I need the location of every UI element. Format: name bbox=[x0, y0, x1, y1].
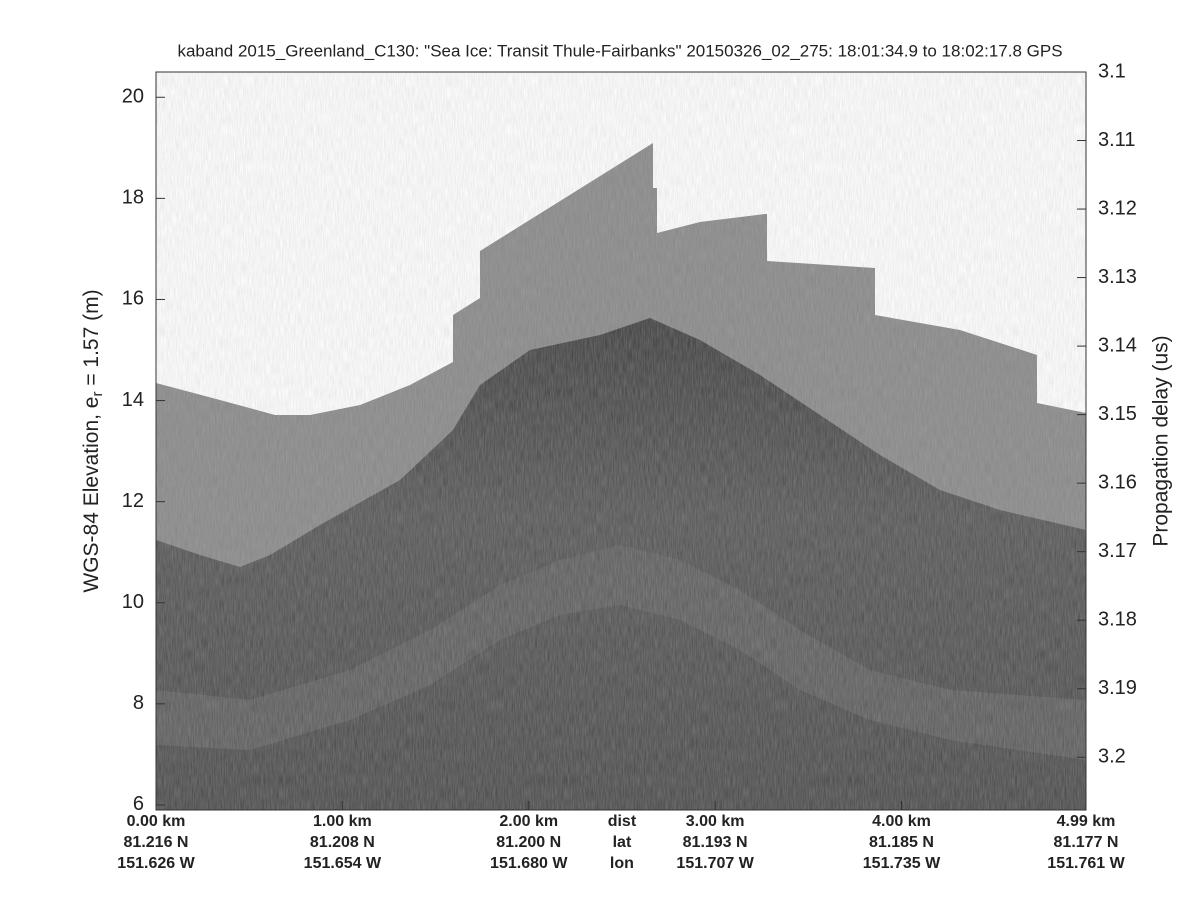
y-tick-label: 12 bbox=[122, 490, 144, 512]
lon-label: 151.626 W bbox=[117, 855, 195, 872]
y2-tick-label: 3.12 bbox=[1098, 197, 1137, 219]
y-tick-label: 14 bbox=[122, 389, 144, 411]
x-tick-label: 3.00 km bbox=[686, 813, 745, 830]
lon-label: 151.761 W bbox=[1047, 855, 1125, 872]
lat-label: 81.216 N bbox=[124, 834, 189, 851]
y2-tick-label: 3.19 bbox=[1098, 677, 1137, 699]
lon-label: 151.680 W bbox=[490, 855, 568, 872]
row-label: lat bbox=[613, 834, 632, 851]
plot-frame bbox=[155, 71, 1087, 811]
y-tick-label: 6 bbox=[133, 793, 144, 815]
y-label-main: WGS-84 Elevation, e bbox=[80, 397, 103, 593]
y-tick-label: 10 bbox=[122, 591, 144, 613]
lat-label: 81.185 N bbox=[869, 834, 934, 851]
y-tick-label: 18 bbox=[122, 187, 144, 209]
x-tick-label: 4.00 km bbox=[872, 813, 931, 830]
lat-label: 81.177 N bbox=[1054, 834, 1119, 851]
y-label-rest: = 1.57 (m) bbox=[80, 289, 103, 391]
x-tick-label: 4.99 km bbox=[1057, 813, 1116, 830]
y2-tick-label: 3.1 bbox=[1098, 60, 1126, 82]
y2-tick-label: 3.16 bbox=[1098, 471, 1137, 493]
lat-label: 81.200 N bbox=[496, 834, 561, 851]
y2-tick-label: 3.13 bbox=[1098, 266, 1137, 288]
y2-tick-label: 3.17 bbox=[1098, 540, 1137, 562]
row-label: dist bbox=[608, 813, 637, 830]
y-tick-label: 8 bbox=[133, 692, 144, 714]
row-label: lon bbox=[610, 855, 634, 872]
y2-axis-label: Propagation delay (us) bbox=[1150, 335, 1173, 546]
chart-title: kaband 2015_Greenland_C130: "Sea Ice: Tr… bbox=[177, 41, 1062, 60]
y-tick-label: 16 bbox=[122, 288, 144, 310]
lat-label: 81.208 N bbox=[310, 834, 375, 851]
y2-tick-label: 3.15 bbox=[1098, 403, 1137, 425]
lon-label: 151.654 W bbox=[304, 855, 382, 872]
lon-label: 151.707 W bbox=[676, 855, 754, 872]
x-tick-label: 1.00 km bbox=[313, 813, 372, 830]
y-label-sub: r bbox=[89, 392, 106, 397]
speckle bbox=[156, 72, 1086, 810]
x-tick-label: 0.00 km bbox=[127, 813, 186, 830]
x-tick-label: 2.00 km bbox=[499, 813, 558, 830]
y2-tick-label: 3.2 bbox=[1098, 746, 1126, 768]
y2-tick-label: 3.14 bbox=[1098, 334, 1137, 356]
echogram-image bbox=[156, 72, 1086, 810]
lon-label: 151.735 W bbox=[863, 855, 941, 872]
y-axis-label: WGS-84 Elevation, er = 1.57 (m) bbox=[80, 289, 106, 592]
lat-label: 81.193 N bbox=[683, 834, 748, 851]
y2-tick-label: 3.11 bbox=[1098, 129, 1135, 151]
y2-tick-label: 3.18 bbox=[1098, 608, 1137, 630]
y-tick-label: 20 bbox=[122, 86, 144, 108]
